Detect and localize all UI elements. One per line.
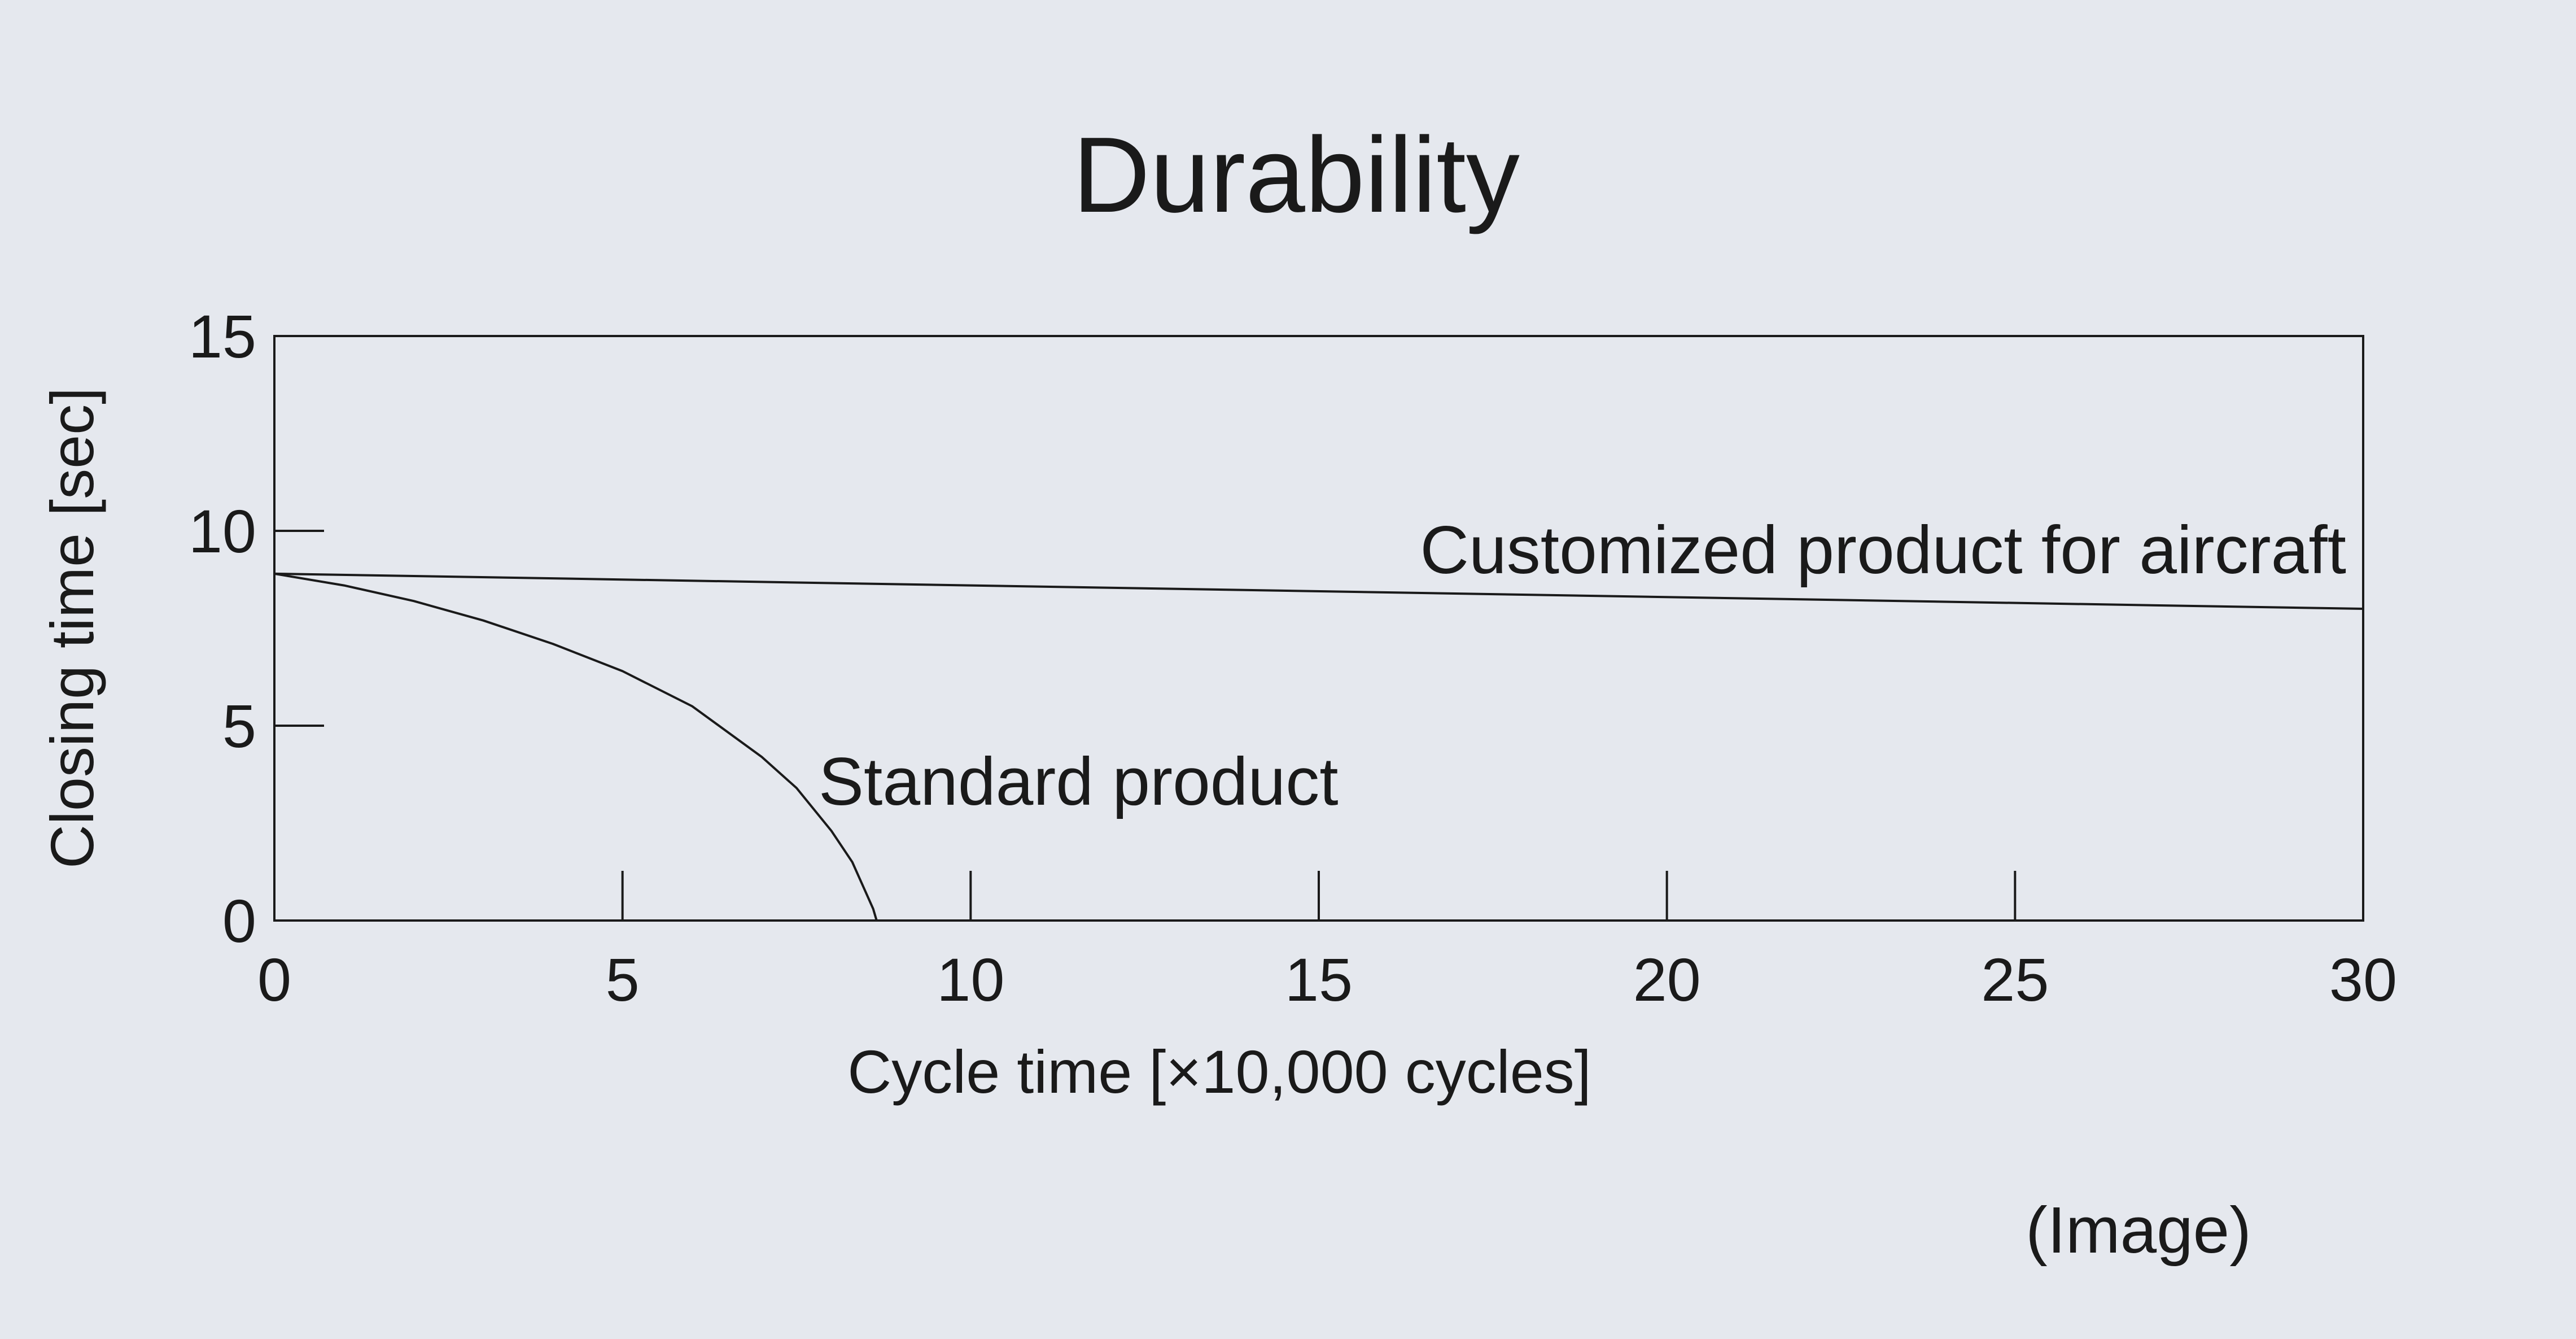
x-tick-label: 10 — [937, 945, 1004, 1014]
series-line-standard-product — [274, 572, 878, 921]
plot-frame — [273, 335, 2364, 922]
chart-title: Durability — [1073, 115, 1520, 235]
x-tick-label: 30 — [2329, 945, 2397, 1014]
x-tick-label: 25 — [1981, 945, 2049, 1014]
x-tick-label: 5 — [606, 945, 640, 1014]
y-tick-label: 10 — [189, 497, 256, 565]
x-tick-label: 0 — [257, 945, 291, 1014]
y-tick-label: 5 — [222, 692, 256, 760]
image-caption: (Image) — [2026, 1193, 2251, 1267]
y-axis-label: Closing time [sec] — [38, 387, 106, 869]
series-line-customized-product — [274, 572, 2364, 610]
x-axis-label: Cycle time [×10,000 cycles] — [847, 1037, 1591, 1106]
y-tick-label: 0 — [222, 887, 256, 955]
series-label-standard-product: Standard product — [819, 744, 1339, 819]
x-tick-label: 20 — [1633, 945, 1701, 1014]
x-tick-label: 15 — [1285, 945, 1353, 1014]
y-tick-label: 15 — [189, 302, 256, 370]
series-label-customized-product: Customized product for aircraft — [1420, 512, 2346, 588]
